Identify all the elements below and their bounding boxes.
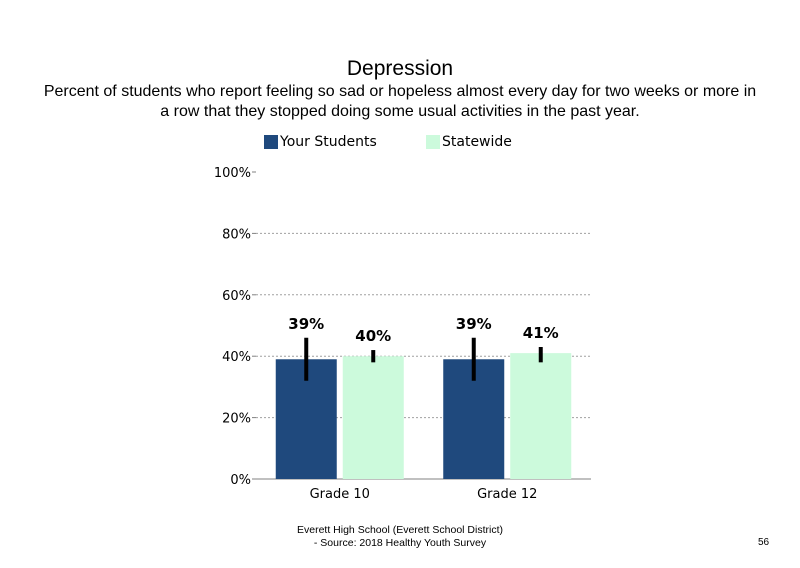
subtitle-line-1: Percent of students who report feeling s… xyxy=(43,83,757,100)
bar-statewide-2 xyxy=(510,353,572,479)
y-tick-label-60: 60% xyxy=(222,289,251,304)
subtitle-line-2: a row that they stopped doing some usual… xyxy=(160,103,640,120)
legend-label-your-students: Your Students xyxy=(280,134,377,150)
bar-statewide-1 xyxy=(342,356,404,479)
y-tick-label-20: 20% xyxy=(222,412,251,427)
legend-swatch-your-students xyxy=(264,135,278,149)
legend-item-statewide: Statewide xyxy=(426,134,512,150)
data-label-statewide-1: 40% xyxy=(355,327,391,345)
category-label-2: Grade 12 xyxy=(477,487,537,502)
footer-survey-source: - Source: 2018 Healthy Youth Survey xyxy=(313,537,487,549)
data-label-statewide-2: 41% xyxy=(523,324,559,342)
footer-school: Everett High School (Everett School Dist… xyxy=(297,524,503,536)
legend-swatch-statewide xyxy=(426,135,440,149)
page-number: 56 xyxy=(758,537,770,548)
footer-source: Everett High School (Everett School Dist… xyxy=(0,524,800,550)
legend-item-your-students: Your Students xyxy=(264,134,377,150)
category-label-1: Grade 10 xyxy=(310,487,370,502)
y-tick-label-40: 40% xyxy=(222,350,251,365)
data-label-your-students-1: 39% xyxy=(288,315,324,333)
chart-legend: Your Students Statewide xyxy=(0,134,800,154)
chart-subtitle: Percent of students who report feeling s… xyxy=(20,82,780,122)
chart-title: Depression xyxy=(346,57,454,80)
legend-label-statewide: Statewide xyxy=(442,134,512,150)
data-label-your-students-2: 39% xyxy=(456,315,492,333)
y-tick-label-0: 0% xyxy=(230,473,251,488)
y-tick-label-80: 80% xyxy=(222,227,251,242)
y-tick-label-100: 100% xyxy=(214,166,251,181)
